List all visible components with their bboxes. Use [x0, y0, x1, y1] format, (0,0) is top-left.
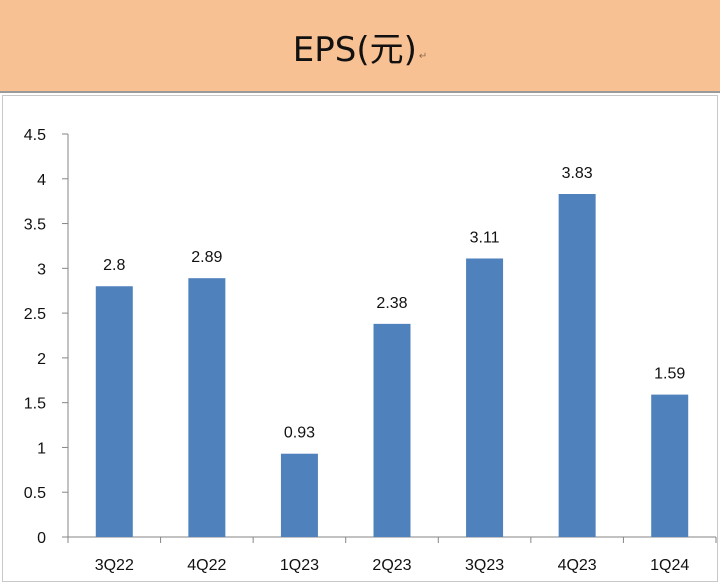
y-axis: 0 0.5 1 1.5 2 2.5 3 3.5 4 4.5: [24, 127, 69, 547]
data-label-3Q22: 2.8: [103, 257, 125, 274]
x-tick-label: 2Q23: [372, 557, 411, 574]
y-tick-label: 0: [37, 530, 46, 547]
x-tick-label: 4Q22: [187, 557, 226, 574]
bar-4Q23: [558, 194, 596, 537]
y-tick-label: 1.5: [24, 396, 46, 413]
y-tick-label: 2: [37, 351, 46, 368]
x-tick-label: 1Q24: [650, 557, 689, 574]
chart-header: EPS(元) ↵: [0, 0, 720, 93]
y-tick-label: 4: [37, 172, 46, 189]
y-tick-label: 2.5: [24, 306, 46, 323]
y-tick-label: 1: [37, 440, 46, 457]
chart-title-text: EPS(元): [292, 30, 417, 70]
y-tick-label: 3.5: [24, 217, 46, 234]
bar-3Q23: [466, 258, 504, 537]
data-label-2Q23: 2.38: [376, 295, 407, 312]
data-label-4Q22: 2.89: [191, 249, 222, 266]
bar-1Q24: [651, 394, 689, 537]
bars: [95, 194, 689, 537]
x-tick-label: 4Q23: [558, 557, 597, 574]
data-label-1Q24: 1.59: [654, 366, 685, 383]
y-tick-label: 3: [37, 261, 46, 278]
bar-2Q23: [373, 323, 411, 537]
x-tick-label: 3Q23: [465, 557, 504, 574]
chart-title: EPS(元) ↵: [0, 0, 720, 93]
y-tick-label: 4.5: [24, 127, 46, 144]
data-label-4Q23: 3.83: [562, 165, 593, 182]
bar-1Q23: [280, 453, 318, 537]
y-tick-label: 0.5: [24, 485, 46, 502]
data-label-3Q23: 3.11: [470, 229, 500, 246]
data-labels: 2.8 2.89 0.93 2.38 3.11 3.83 1.59: [103, 165, 685, 442]
paragraph-return-mark: ↵: [418, 51, 428, 62]
x-tick-label: 1Q23: [280, 557, 319, 574]
bar-4Q22: [188, 278, 226, 537]
bar-3Q22: [95, 286, 133, 537]
x-tick-label: 3Q22: [95, 557, 134, 574]
data-label-1Q23: 0.93: [284, 425, 315, 442]
x-axis: 3Q22 4Q22 1Q23 2Q23 3Q23 4Q23 1Q24: [67, 536, 717, 574]
